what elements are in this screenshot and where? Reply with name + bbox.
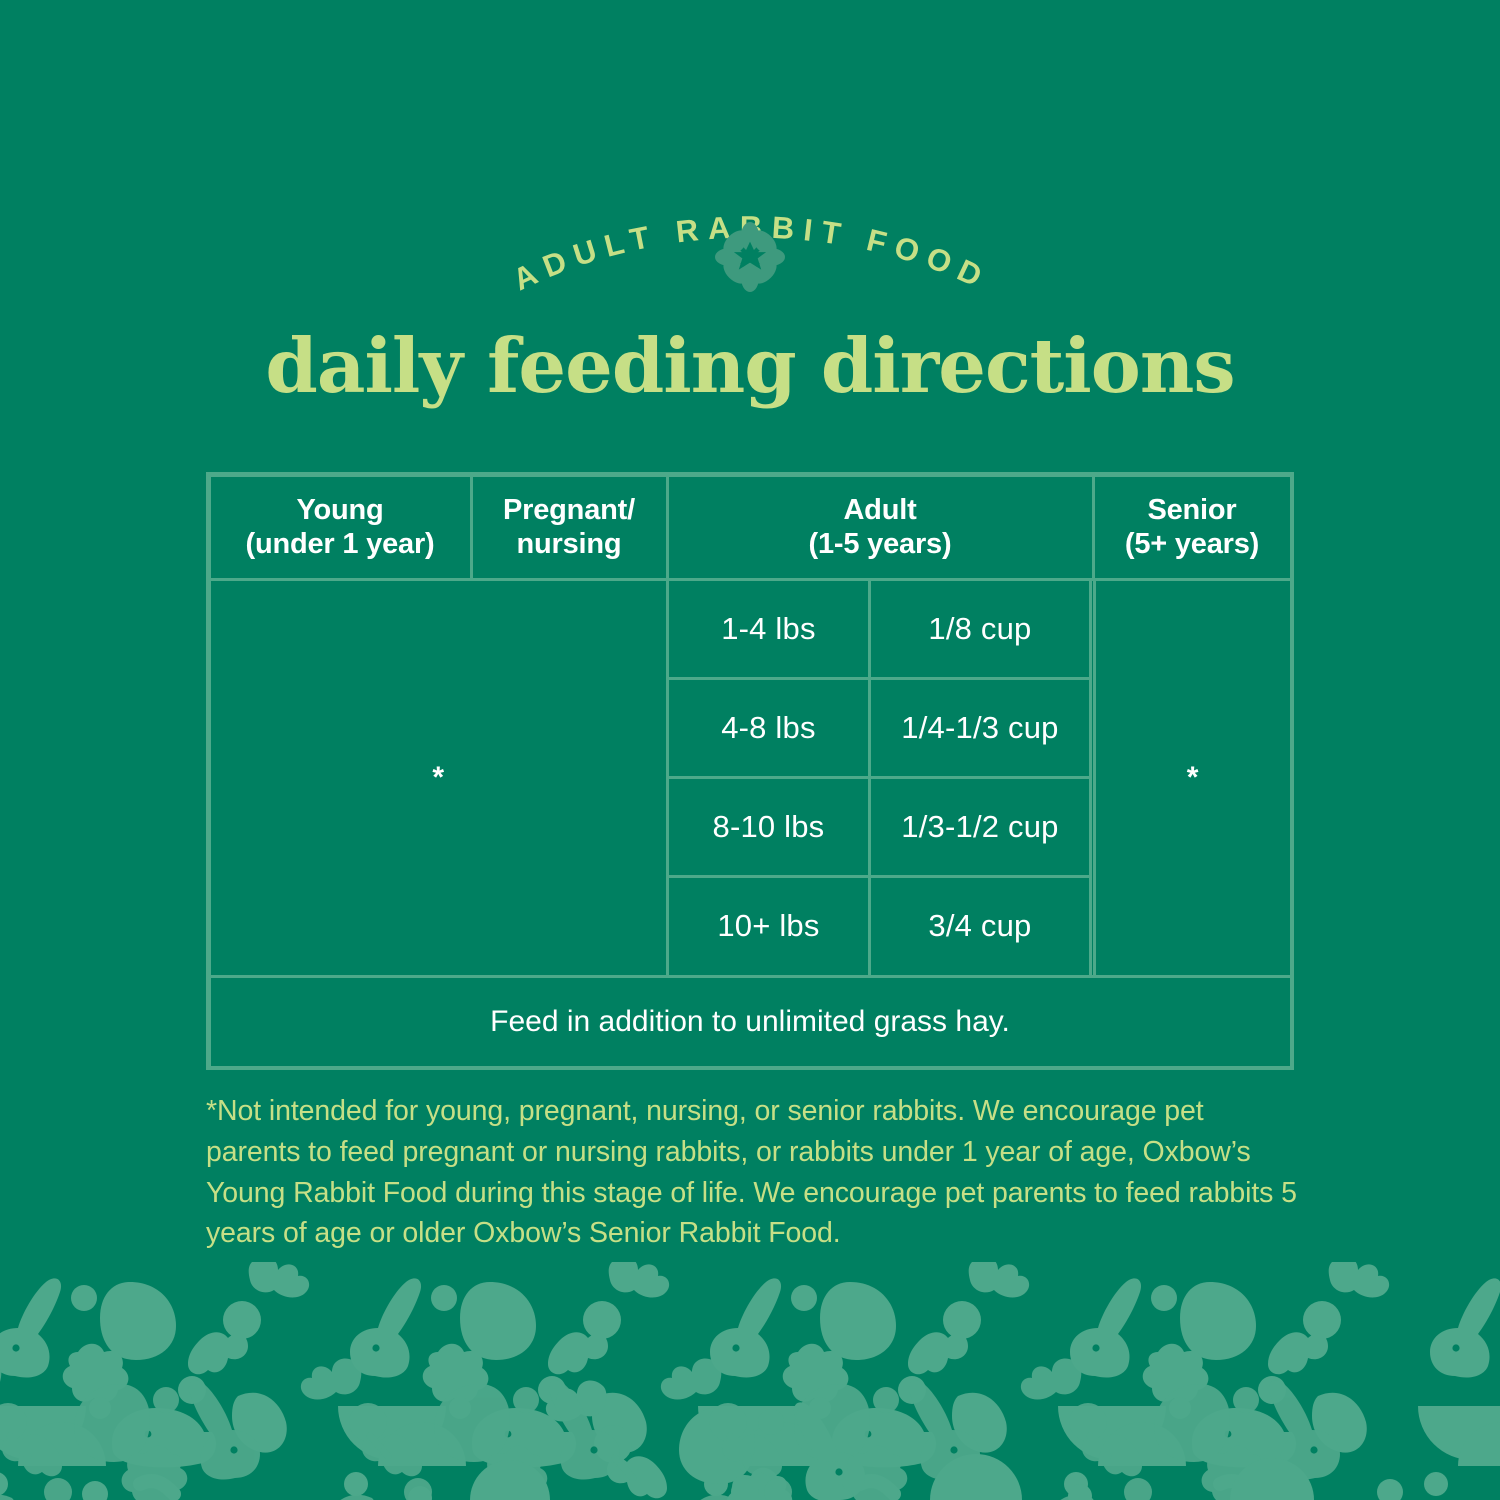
- header-adult-line2: (1-5 years): [808, 528, 952, 560]
- header-senior-line1: Senior: [1147, 493, 1237, 526]
- cell-young-pregnant-value: *: [207, 577, 669, 978]
- cell-adult-amount: 3/4 cup: [867, 875, 1092, 978]
- feeding-directions-table: Young (under 1 year) Pregnant/ nursing A…: [206, 472, 1294, 1070]
- botanical-pattern-band: [0, 1262, 1500, 1500]
- page-title: daily feeding directions: [265, 322, 1235, 410]
- adult-subtable: 1-4 lbs 1/8 cup 4-8 lbs 1/4-1/3 cup 8-10…: [665, 577, 1094, 978]
- cell-adult-weight: 4-8 lbs: [665, 676, 871, 779]
- cell-adult-weight: 1-4 lbs: [665, 577, 871, 680]
- table-header-adult: Adult (1-5 years): [665, 473, 1095, 581]
- cell-adult-amount: 1/8 cup: [867, 577, 1092, 680]
- cell-adult-amount: 1/4-1/3 cup: [867, 676, 1092, 779]
- header-pregnant-line1: Pregnant/: [503, 493, 635, 526]
- cell-adult-weight: 10+ lbs: [665, 875, 871, 978]
- asterisk-young-pregnant: *: [432, 760, 445, 794]
- header-adult-line1: Adult: [843, 493, 917, 526]
- cell-senior-value: *: [1092, 577, 1293, 978]
- table-header-young: Young (under 1 year): [207, 473, 473, 581]
- table-row: 1-4 lbs 1/8 cup: [665, 577, 1094, 680]
- footnote-text: *Not intended for young, pregnant, nursi…: [206, 1095, 1297, 1250]
- table-body: * 1-4 lbs 1/8 cup 4-8 lbs 1/4-1/3 cup 8-…: [207, 577, 1293, 978]
- table-footer-row: Feed in addition to unlimited grass hay.: [207, 974, 1293, 1069]
- table-footer-note: Feed in addition to unlimited grass hay.: [207, 974, 1293, 1069]
- asterisk-senior: *: [1186, 760, 1199, 794]
- table-row: 10+ lbs 3/4 cup: [665, 875, 1094, 978]
- cell-adult-amount: 1/3-1/2 cup: [867, 776, 1092, 879]
- rosette-flower-icon: [715, 222, 785, 292]
- table-row: 8-10 lbs 1/3-1/2 cup: [665, 776, 1094, 879]
- header-young-line2: (under 1 year): [245, 528, 435, 560]
- cell-adult-weight: 8-10 lbs: [665, 776, 871, 879]
- table-header-row: Young (under 1 year) Pregnant/ nursing A…: [207, 473, 1293, 581]
- table-row: 4-8 lbs 1/4-1/3 cup: [665, 676, 1094, 779]
- table-header-pregnant: Pregnant/ nursing: [469, 473, 669, 581]
- header-young-line1: Young: [296, 493, 384, 526]
- table-header-senior: Senior (5+ years): [1091, 473, 1293, 581]
- header-pregnant-line2: nursing: [516, 528, 622, 560]
- header-senior-line2: (5+ years): [1124, 528, 1260, 560]
